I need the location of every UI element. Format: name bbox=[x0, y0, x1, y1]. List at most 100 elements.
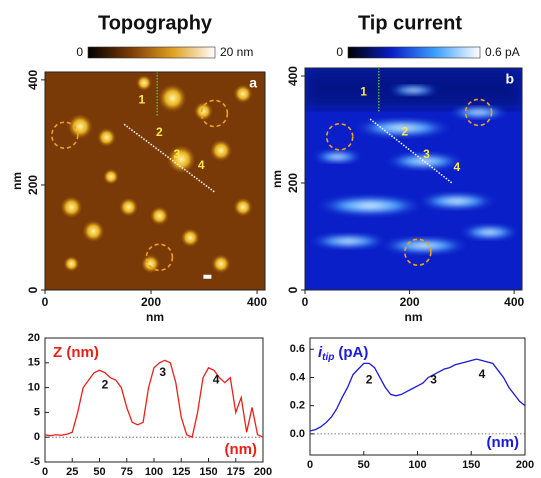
y-tick-label: 5 bbox=[34, 406, 40, 418]
y-tick-label: 15 bbox=[28, 357, 40, 369]
annotation: 3 bbox=[430, 372, 437, 386]
y-tick-label: 0.0 bbox=[290, 428, 305, 440]
x-tick-label: 125 bbox=[172, 466, 190, 478]
feature bbox=[389, 85, 439, 95]
panel-title: Tip current bbox=[358, 12, 462, 34]
feature bbox=[233, 198, 252, 217]
panel-label: a bbox=[249, 75, 257, 91]
colorbar bbox=[88, 47, 215, 58]
feature bbox=[194, 102, 213, 121]
feature bbox=[308, 234, 388, 248]
y-label-subscript: tip bbox=[322, 352, 334, 363]
annotation: 4 bbox=[213, 372, 220, 386]
feature bbox=[97, 128, 116, 147]
panel-label: b bbox=[505, 71, 514, 87]
y-tick-label: 10 bbox=[28, 382, 40, 394]
feature bbox=[459, 225, 519, 239]
x-tick-label: 0 bbox=[302, 295, 309, 309]
image bbox=[45, 72, 265, 290]
colorbar-tick-label: 0 bbox=[76, 45, 83, 59]
marker-label: 3 bbox=[423, 147, 430, 161]
x-tick-label: 400 bbox=[504, 295, 524, 309]
colorbar-tick-label: 0 bbox=[336, 45, 343, 59]
x-tick-label: 200 bbox=[516, 459, 534, 471]
x-tick-label: 200 bbox=[141, 295, 161, 309]
colorbar-tick-label: 20 nm bbox=[220, 45, 253, 59]
y-axis-label: Z (nm) bbox=[53, 344, 99, 361]
feature bbox=[449, 106, 509, 118]
feature bbox=[211, 254, 230, 273]
feature bbox=[379, 238, 469, 254]
marker-label: 1 bbox=[138, 93, 145, 107]
y-tick-label: 20 bbox=[28, 332, 40, 344]
data-line bbox=[310, 359, 525, 431]
feature bbox=[60, 196, 82, 218]
feature bbox=[63, 256, 79, 272]
x-axis-label: (nm) bbox=[225, 441, 258, 458]
feature bbox=[103, 169, 119, 185]
figure: Topography020 nm1234a02004000200400nmnmT… bbox=[0, 0, 541, 478]
marker-label: 4 bbox=[198, 158, 205, 172]
x-tick-label: 200 bbox=[254, 466, 272, 478]
panel-title: Topography bbox=[98, 12, 213, 34]
feature bbox=[150, 206, 169, 225]
x-tick-label: 0 bbox=[42, 295, 49, 309]
colorbar-tick-label: 0.6 pA bbox=[485, 45, 520, 59]
y-tick-label: 0 bbox=[286, 286, 300, 293]
x-tick-label: 50 bbox=[93, 466, 105, 478]
x-tick-label: 175 bbox=[227, 466, 245, 478]
annotation: 2 bbox=[102, 377, 109, 391]
y-tick-label: 0.6 bbox=[290, 343, 305, 355]
x-tick-label: 150 bbox=[199, 466, 217, 478]
x-tick-label: 200 bbox=[400, 295, 420, 309]
y-tick-label: 400 bbox=[26, 70, 40, 90]
feature bbox=[119, 198, 138, 217]
x-tick-label: 150 bbox=[462, 459, 480, 471]
feature bbox=[315, 196, 425, 216]
annotation: 3 bbox=[159, 365, 166, 379]
x-axis-label: nm bbox=[405, 310, 423, 324]
x-tick-label: 50 bbox=[358, 459, 370, 471]
y-axis-label: nm bbox=[270, 170, 284, 188]
x-tick-label: 400 bbox=[247, 295, 267, 309]
x-tick-label: 0 bbox=[42, 466, 48, 478]
marker-label: 2 bbox=[401, 125, 408, 139]
y-tick-label: 0.2 bbox=[290, 400, 305, 412]
y-tick-label: 0 bbox=[34, 431, 40, 443]
x-axis-label: (nm) bbox=[487, 434, 520, 451]
annotation: 4 bbox=[479, 367, 486, 381]
image bbox=[305, 68, 522, 290]
feature bbox=[417, 193, 497, 209]
x-tick-label: 100 bbox=[408, 459, 426, 471]
marker-label: 3 bbox=[174, 147, 181, 161]
y-label-unit: (pA) bbox=[338, 344, 368, 361]
data-line bbox=[45, 360, 263, 437]
feature bbox=[203, 275, 211, 279]
marker-label: 2 bbox=[156, 125, 163, 139]
x-tick-label: 75 bbox=[121, 466, 133, 478]
marker-label: 4 bbox=[454, 160, 461, 174]
feature bbox=[181, 228, 200, 247]
feature bbox=[167, 145, 196, 174]
feature bbox=[82, 220, 104, 242]
y-axis-label: itip(pA) bbox=[318, 344, 368, 363]
y-tick-label: 200 bbox=[286, 173, 300, 193]
feature bbox=[67, 114, 93, 140]
y-axis-label: nm bbox=[10, 172, 24, 190]
y-tick-label: -5 bbox=[30, 456, 40, 468]
y-tick-label: 400 bbox=[286, 66, 300, 86]
feature bbox=[313, 151, 363, 163]
x-tick-label: 0 bbox=[307, 459, 313, 471]
x-tick-label: 25 bbox=[66, 466, 78, 478]
feature bbox=[210, 139, 232, 161]
marker-label: 1 bbox=[360, 85, 367, 99]
feature bbox=[158, 84, 187, 113]
x-axis-label: nm bbox=[146, 310, 164, 324]
x-tick-label: 100 bbox=[145, 466, 163, 478]
y-tick-label: 200 bbox=[26, 175, 40, 195]
y-tick-label: 0.4 bbox=[290, 371, 306, 383]
annotation: 2 bbox=[366, 372, 373, 386]
y-tick-label: 0 bbox=[26, 286, 40, 293]
colorbar bbox=[348, 47, 480, 58]
feature bbox=[136, 75, 152, 91]
